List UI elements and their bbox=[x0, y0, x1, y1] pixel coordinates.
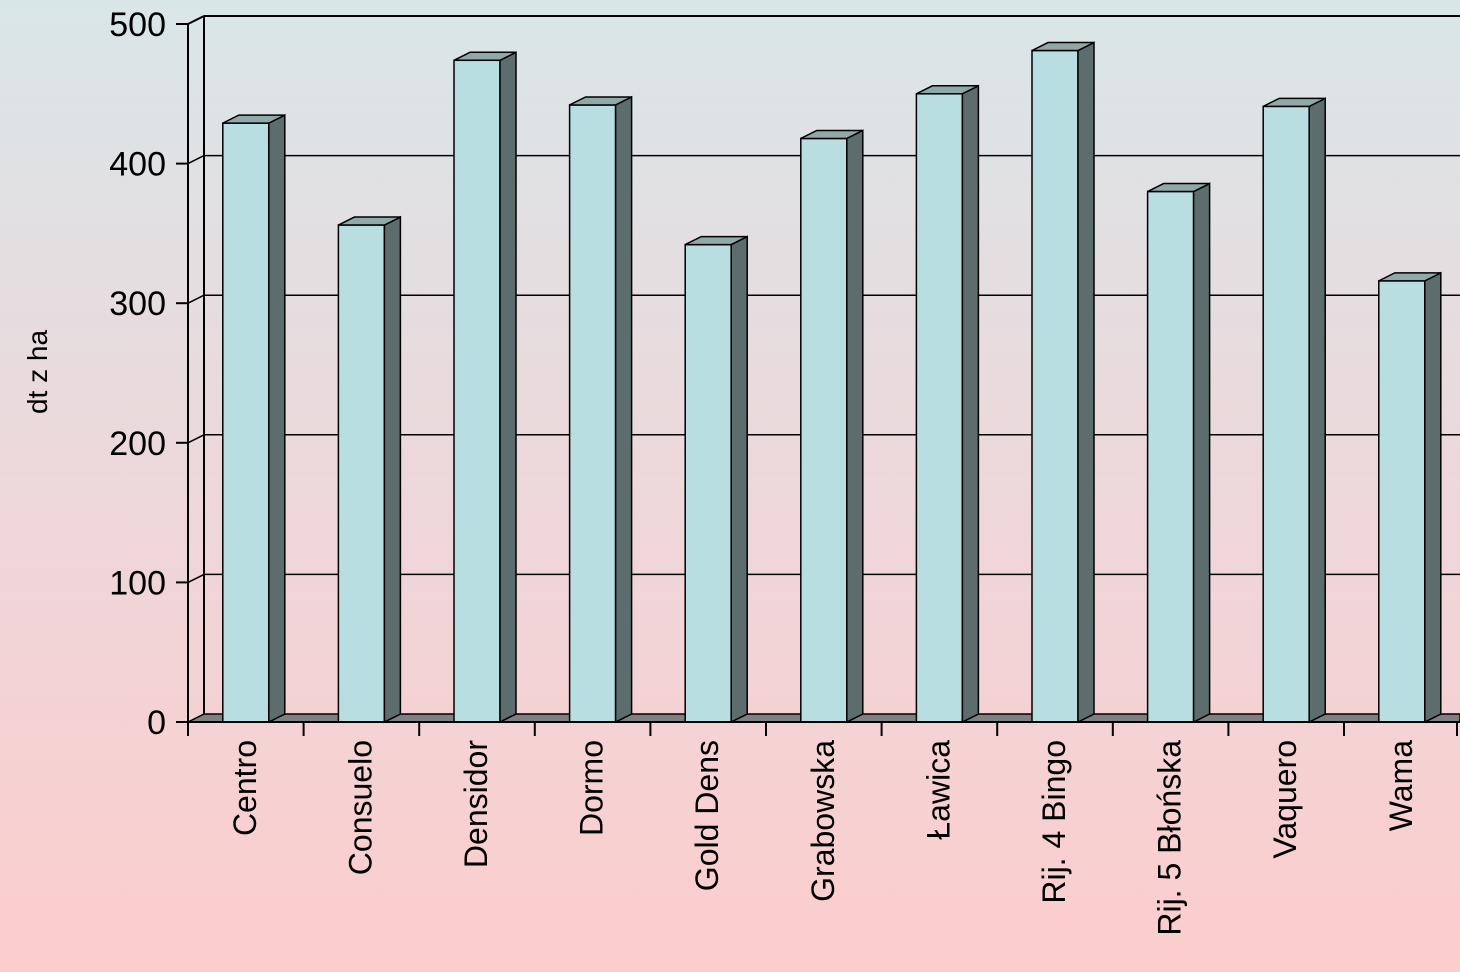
bars bbox=[222, 41, 1442, 724]
axes bbox=[176, 15, 1460, 736]
bar-front bbox=[1378, 280, 1426, 723]
x-tick-label: Centro bbox=[227, 740, 263, 836]
bar-side bbox=[268, 113, 286, 724]
bar-top bbox=[1378, 272, 1442, 282]
bar bbox=[800, 129, 864, 724]
bar-front bbox=[800, 137, 848, 723]
gridline-connector bbox=[187, 434, 205, 444]
y-tick-label: 100 bbox=[109, 564, 166, 602]
x-tick-label: Grabowska bbox=[805, 740, 841, 902]
bar-side bbox=[1077, 41, 1095, 724]
x-tick-labels: Centro Consuelo Densidor Dormo Gold Dens Grab… bbox=[227, 740, 1419, 936]
x-tick-label: Densidor bbox=[458, 740, 494, 868]
bar-side bbox=[1192, 182, 1211, 724]
y-tick-labels: 0 100 200 300 400 500 bbox=[109, 6, 166, 742]
x-tick-label: Vaquero bbox=[1267, 740, 1303, 859]
bar-top bbox=[916, 85, 979, 95]
bar-side bbox=[1424, 271, 1442, 724]
x-tick-label: Consuelo bbox=[342, 740, 378, 875]
bar-side bbox=[961, 84, 980, 724]
bar-side bbox=[614, 95, 633, 724]
bar-top bbox=[1262, 97, 1326, 108]
bar bbox=[568, 95, 633, 724]
x-tick-label: Rij. 4 Bingo bbox=[1036, 740, 1072, 904]
bar-top bbox=[453, 51, 517, 62]
y-tick-label: 300 bbox=[109, 285, 166, 323]
bar-top bbox=[222, 114, 286, 124]
bar bbox=[915, 84, 980, 724]
bar-top bbox=[338, 216, 401, 226]
bar bbox=[453, 51, 517, 724]
bar-front bbox=[337, 224, 386, 723]
bar-front bbox=[915, 93, 964, 723]
gridline-connector bbox=[187, 154, 205, 165]
x-tick-label: Gold Dens bbox=[689, 740, 725, 891]
bar-front bbox=[222, 122, 270, 723]
bar-side bbox=[730, 235, 748, 724]
y-tick-label: 400 bbox=[109, 146, 166, 184]
bar bbox=[684, 235, 748, 724]
bar-front bbox=[1262, 105, 1310, 723]
bar-front bbox=[684, 243, 732, 723]
x-tick-label: Ławica bbox=[920, 740, 956, 840]
y-axis-title: dt z ha bbox=[22, 330, 53, 414]
x-tick-label: Rij. 5 Błońska bbox=[1152, 740, 1188, 936]
bar-top bbox=[1031, 41, 1095, 52]
y-tick-label: 0 bbox=[147, 704, 166, 742]
bar bbox=[337, 215, 402, 724]
bar-side bbox=[499, 51, 517, 724]
bar-top bbox=[684, 235, 748, 246]
bar-top bbox=[569, 96, 632, 106]
bar bbox=[1031, 41, 1095, 724]
x-tick-label: Dormo bbox=[574, 740, 610, 836]
x-tick-label: Wama bbox=[1383, 740, 1419, 831]
chart-walls bbox=[203, 15, 1460, 714]
bar-side bbox=[1308, 97, 1326, 724]
bar bbox=[222, 113, 286, 724]
bar-side bbox=[846, 129, 864, 724]
bar-top bbox=[1147, 182, 1210, 193]
gridline-connector bbox=[187, 573, 205, 584]
bar-front bbox=[453, 59, 501, 723]
bar bbox=[1378, 271, 1442, 724]
bar-front bbox=[568, 104, 617, 723]
bar-front bbox=[1146, 190, 1195, 723]
y-tick-label: 500 bbox=[109, 6, 166, 44]
bar-side bbox=[383, 215, 402, 724]
bar-top bbox=[800, 129, 864, 140]
bar-front bbox=[1031, 49, 1079, 723]
y-tick-label: 200 bbox=[109, 425, 166, 463]
bar bbox=[1146, 182, 1211, 724]
y-axis-top-connector bbox=[187, 15, 205, 25]
gridline-connector bbox=[187, 294, 205, 304]
bar bbox=[1262, 97, 1326, 724]
